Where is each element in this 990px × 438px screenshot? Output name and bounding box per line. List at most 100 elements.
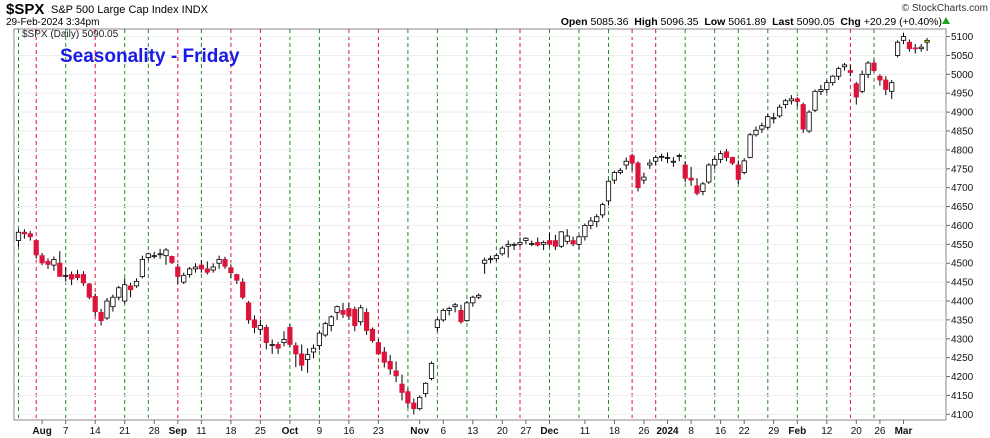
candle-up — [676, 155, 682, 157]
candle-up — [617, 170, 623, 173]
candle-up — [576, 236, 582, 245]
candle-up — [753, 129, 759, 136]
candle-down — [127, 285, 134, 291]
candle-up — [110, 296, 116, 308]
candle-up — [186, 268, 193, 275]
candle-down — [98, 311, 104, 322]
y-tick-label: 5000 — [951, 70, 974, 81]
series-legend: $SPX (Daily) 5090.05 — [22, 29, 119, 40]
candle-up — [210, 266, 216, 271]
candle-up — [865, 62, 871, 75]
candle-down — [405, 391, 411, 404]
candle-down — [293, 345, 299, 355]
candle-down — [729, 157, 736, 164]
x-tick-label: 13 — [467, 426, 479, 437]
candle-up — [782, 100, 789, 105]
y-tick-label: 4650 — [951, 202, 974, 213]
candle-down — [546, 240, 553, 245]
y-tick-label: 4600 — [951, 221, 974, 232]
candle-up — [818, 89, 824, 92]
y-tick-label: 4400 — [951, 297, 974, 308]
y-tick-label: 4750 — [951, 164, 974, 175]
x-tick-label: 29 — [768, 426, 780, 437]
y-tick-label: 4550 — [951, 240, 974, 251]
candle-up — [216, 259, 222, 264]
candle-up — [452, 304, 458, 308]
y-tick-label: 4850 — [951, 127, 974, 138]
y-tick-label: 4700 — [951, 183, 974, 194]
ohlc-readout: Open 5085.36 High 5096.35 Low 5061.89 La… — [561, 16, 942, 28]
up-arrow-icon — [942, 17, 950, 24]
high-value: 5096.35 — [660, 16, 699, 28]
candle-up — [747, 134, 753, 158]
candle-up — [157, 253, 163, 256]
candle-up — [322, 323, 328, 336]
candle-up — [706, 164, 712, 183]
candle-up — [777, 106, 783, 117]
x-tick-label: 26 — [874, 426, 886, 437]
candle-up — [558, 231, 564, 247]
y-tick-label: 4200 — [951, 372, 974, 383]
candle-up — [611, 172, 618, 181]
candle-down — [411, 402, 417, 410]
candle-down — [906, 41, 913, 50]
candle-down — [552, 240, 559, 247]
candle-up — [647, 162, 653, 166]
candle-up — [529, 243, 535, 245]
candle-up — [924, 39, 930, 43]
x-tick-label: 22 — [739, 426, 751, 437]
y-tick-label: 4250 — [951, 353, 974, 364]
candle-up — [712, 158, 718, 166]
candle-up — [824, 82, 830, 90]
candle-down — [27, 233, 33, 238]
candle-up — [741, 160, 747, 173]
candle-down — [198, 264, 204, 270]
candle-up — [523, 237, 529, 241]
candle-up — [889, 82, 895, 92]
gridlines — [14, 36, 946, 415]
candle-down — [80, 274, 86, 284]
candle-down — [399, 383, 405, 393]
candle-up — [623, 160, 629, 166]
candle-up — [133, 280, 140, 287]
candle-up — [664, 157, 671, 159]
x-tick-label: 28 — [149, 426, 161, 437]
last-value: 5090.05 — [796, 16, 835, 28]
candle-down — [635, 162, 641, 189]
chart-annotation: Seasonality - Friday — [60, 46, 240, 67]
x-tick-label: 7 — [63, 426, 69, 437]
y-tick-label: 5050 — [951, 51, 974, 62]
candle-down — [352, 308, 358, 326]
candle-up — [51, 259, 57, 266]
candle-up — [771, 117, 777, 120]
symbol: $SPX — [6, 1, 45, 18]
candle-up — [151, 255, 157, 258]
x-tick-label: 2024 — [656, 426, 679, 437]
candle-up — [476, 294, 482, 298]
candle-up — [470, 296, 476, 304]
y-tick-label: 4350 — [951, 315, 974, 326]
candle-up — [422, 382, 429, 394]
candle-down — [39, 255, 45, 264]
candle-up — [765, 116, 771, 128]
x-tick-label: 18 — [609, 426, 621, 437]
candle-up — [670, 160, 677, 163]
x-axis-labels: Aug 7 14 21 28 Sep 11 18 25 Oct 9 16 23 Nov 6 13 20 27 Dec… — [32, 420, 912, 437]
candle-up — [428, 362, 435, 379]
candle-down — [228, 267, 234, 274]
candle-down — [387, 361, 393, 370]
candle-down — [86, 283, 92, 298]
x-tick-label: 21 — [119, 426, 131, 437]
x-tick-label: 23 — [373, 426, 385, 437]
candle-down — [169, 256, 175, 263]
candle-down — [794, 98, 800, 102]
candle-up — [600, 204, 606, 216]
candle-up — [316, 332, 323, 346]
candle-down — [74, 274, 81, 278]
candle-up — [541, 242, 547, 245]
candle-up — [788, 98, 795, 102]
candle-down — [263, 327, 269, 343]
candle-down — [33, 240, 39, 256]
candle-up — [434, 319, 441, 328]
low-value: 5061.89 — [728, 16, 767, 28]
